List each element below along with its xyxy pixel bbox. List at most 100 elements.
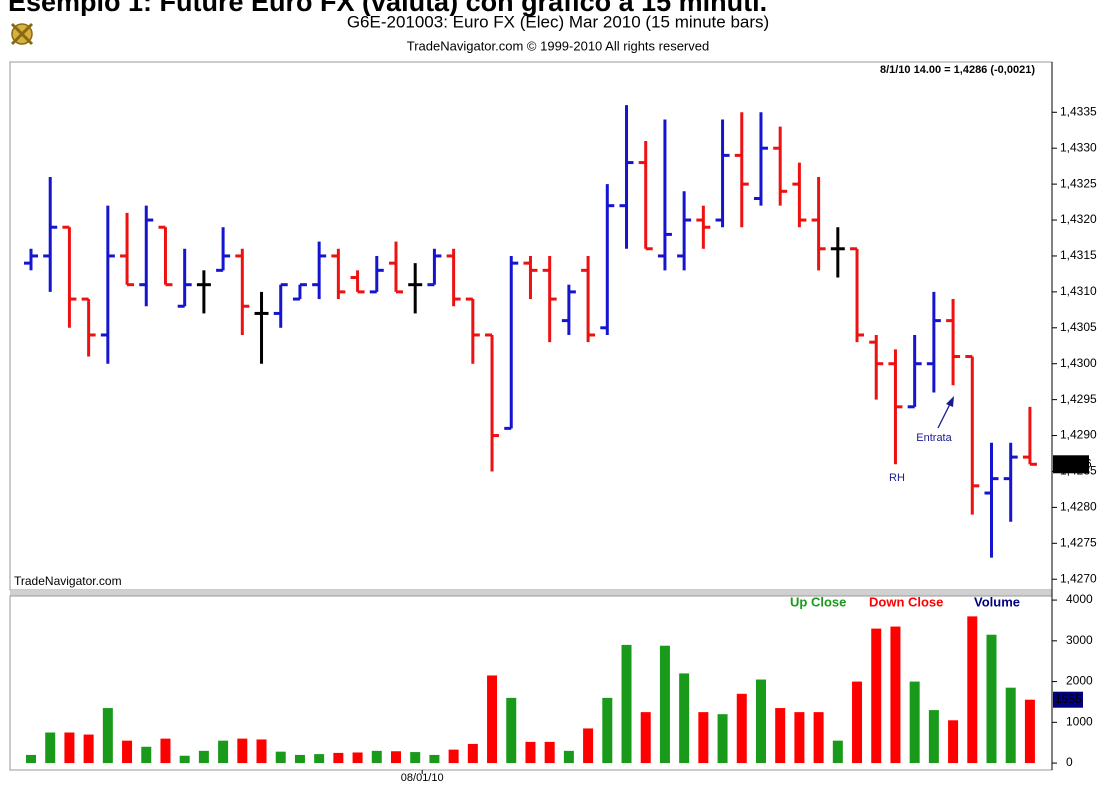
volume-bar: [659, 645, 670, 764]
volume-bar: [928, 710, 939, 764]
volume-bar: [717, 714, 728, 764]
volume-bar: [448, 749, 459, 764]
volume-bar: [256, 739, 267, 764]
last-price-label: 1,4286: [1055, 456, 1092, 470]
ohlc-bar: [158, 225, 173, 287]
ohlc-bar: [485, 333, 500, 472]
ohlc-bar: [350, 270, 365, 294]
ohlc-bar: [677, 191, 692, 271]
ohlc-bar: [235, 248, 250, 335]
ohlc-bar: [830, 227, 845, 278]
volume-bar: [755, 679, 766, 764]
volume-bar: [506, 697, 517, 764]
ohlc-bar: [926, 291, 941, 393]
ohlc-bar: [888, 349, 903, 465]
ohlc-bar: [657, 119, 672, 271]
ohlc-bar: [907, 334, 922, 409]
ohlc-bar: [1003, 442, 1018, 522]
volume-bar: [160, 738, 171, 764]
ohlc-bar: [542, 255, 557, 343]
ohlc-bar: [369, 255, 384, 294]
ohlc-bar: [427, 248, 442, 287]
volume-bar: [333, 752, 344, 764]
volume-bar: [890, 626, 901, 764]
y-tick-label: 1,4275: [1060, 535, 1097, 549]
volume-bar: [736, 693, 747, 764]
y-tick-label: 1,4300: [1060, 356, 1097, 370]
ohlc-bar: [984, 442, 999, 558]
ohlc-bar: [638, 141, 653, 251]
ohlc-bar: [331, 248, 346, 300]
ohlc-bar: [715, 119, 730, 228]
ohlc-bar: [139, 205, 154, 307]
legend-entry: Down Close: [869, 594, 943, 609]
annotation: Entrata: [916, 432, 952, 444]
last-volume-label: 1555: [1055, 692, 1082, 706]
volume-bar: [64, 732, 75, 764]
volume-bar: [410, 752, 421, 764]
volume-bar: [602, 697, 613, 764]
ohlc-bar: [100, 205, 115, 364]
ohlc-bar: [504, 255, 519, 430]
ohlc-bar: [24, 248, 38, 271]
volume-bar: [45, 732, 56, 764]
ohlc-bar: [312, 241, 327, 300]
y-tick-label: 1,4280: [1060, 500, 1097, 514]
volume-bar: [852, 681, 863, 764]
ohlc-bar: [600, 184, 615, 335]
ohlc-bar: [523, 255, 538, 300]
ohlc-bar: [811, 176, 826, 271]
ohlc-bar: [696, 205, 711, 249]
annotation: RH: [889, 472, 905, 484]
y-tick-label: 1,4335: [1060, 104, 1097, 118]
ohlc-bar: [734, 112, 749, 228]
ohlc-bar: [273, 283, 288, 328]
volume-bar: [218, 740, 229, 764]
chart-title: G6E-201003: Euro FX (Elec) Mar 2010 (15 …: [347, 12, 769, 31]
volume-bar: [544, 741, 555, 764]
volume-bar: [371, 750, 382, 764]
y-tick-label: 1,4295: [1060, 392, 1097, 406]
ohlc-bar: [196, 270, 211, 314]
y-tick-label: 0: [1066, 755, 1073, 769]
volume-bar: [26, 754, 36, 764]
y-tick-label: 2000: [1066, 674, 1093, 688]
volume-bar: [294, 754, 305, 764]
ohlc-bar: [869, 334, 884, 400]
volume-bar: [141, 746, 152, 764]
volume-bar: [1024, 699, 1035, 764]
volume-bar: [640, 712, 651, 764]
volume-bar: [775, 708, 786, 764]
ohlc-bar: [850, 247, 865, 343]
volume-bar: [314, 754, 325, 764]
ohlc-bar: [773, 126, 788, 206]
volume-bar: [179, 755, 190, 764]
volume-bar: [390, 751, 401, 764]
annotation-arrow: [937, 396, 954, 429]
volume-bar: [102, 708, 113, 764]
y-tick-label: 1,4320: [1060, 212, 1097, 226]
ohlc-bar: [292, 283, 307, 301]
volume-bar: [198, 750, 209, 764]
legend-entry: Volume: [974, 594, 1020, 609]
ohlc-bar: [388, 241, 403, 294]
chart-subtitle: TradeNavigator.com © 1999-2010 All right…: [407, 38, 709, 53]
ohlc-bar: [216, 227, 231, 272]
x-tick-label: 08/01/10: [401, 772, 444, 784]
volume-bar: [487, 675, 498, 764]
ohlc-bar: [946, 299, 961, 386]
ohlc-bar: [581, 255, 596, 343]
y-tick-label: 1,4310: [1060, 284, 1097, 298]
y-tick-label: 4000: [1066, 592, 1093, 606]
ohlc-bar: [408, 263, 423, 314]
ohlc-bar: [465, 297, 480, 364]
ohlc-bar: [177, 248, 192, 308]
volume-bar: [967, 616, 978, 764]
volume-bar: [794, 712, 805, 764]
ohlc-bar: [1022, 406, 1037, 466]
ohlc-bar: [446, 248, 461, 307]
last-volume-box: [1053, 691, 1083, 708]
y-tick-label: 3000: [1066, 633, 1093, 647]
y-tick-label: 1,4290: [1060, 428, 1097, 442]
